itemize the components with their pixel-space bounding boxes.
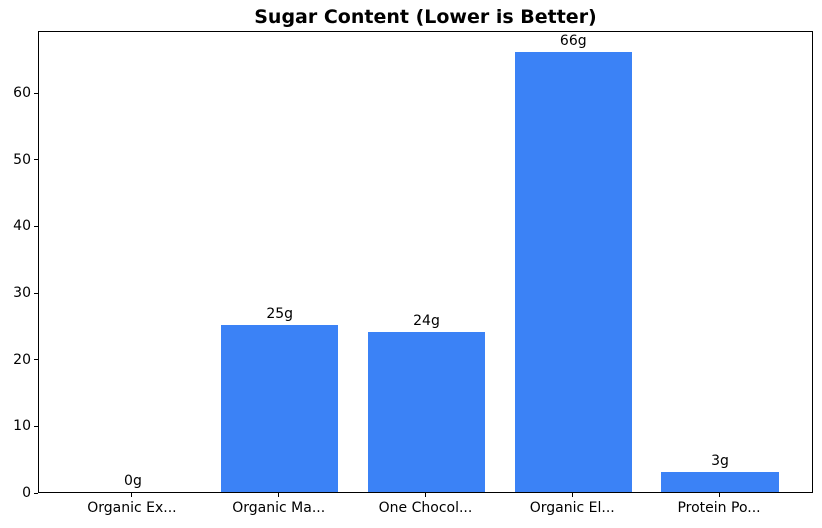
y-tick-mark [34, 92, 38, 94]
x-tick-label: Organic El... [529, 500, 615, 516]
x-tick-label: Organic Ma... [232, 500, 326, 516]
bar [367, 332, 486, 492]
y-tick-label: 30 [13, 285, 31, 301]
bar-value-label: 66g [559, 33, 587, 49]
x-tick-mark [718, 493, 720, 497]
y-tick-mark [34, 159, 38, 161]
y-tick-label: 60 [13, 85, 31, 101]
x-tick-label: One Chocol... [378, 500, 473, 516]
y-tick-label: 10 [13, 418, 31, 435]
y-tick-mark [34, 359, 38, 361]
y-tick-label: 0 [22, 485, 31, 501]
y-tick-label: 40 [13, 218, 31, 235]
bar-value-label: 3g [711, 453, 729, 469]
bar [221, 325, 339, 492]
bar-value-label: 24g [413, 313, 440, 329]
x-tick-mark [571, 493, 573, 497]
y-tick-mark [34, 225, 38, 227]
bar-value-label: 25g [266, 306, 294, 322]
plot-area: 0g 25g 24g 66g 3g [38, 31, 813, 493]
x-tick-mark [425, 493, 426, 497]
chart-title: Sugar Content (Lower is Better) [254, 6, 597, 28]
y-tick-label: 50 [13, 151, 31, 168]
bar [514, 52, 632, 492]
x-tick-mark [131, 493, 133, 497]
y-tick-mark [34, 492, 38, 494]
y-tick-mark [34, 292, 38, 294]
x-tick-mark [278, 493, 280, 497]
y-tick-mark [34, 425, 38, 427]
x-tick-label: Organic Ex... [87, 500, 177, 516]
y-tick-label: 20 [13, 351, 31, 368]
bar [661, 472, 779, 492]
x-tick-label: Protein Po... [677, 500, 761, 516]
bar-value-label: 0g [124, 473, 142, 489]
